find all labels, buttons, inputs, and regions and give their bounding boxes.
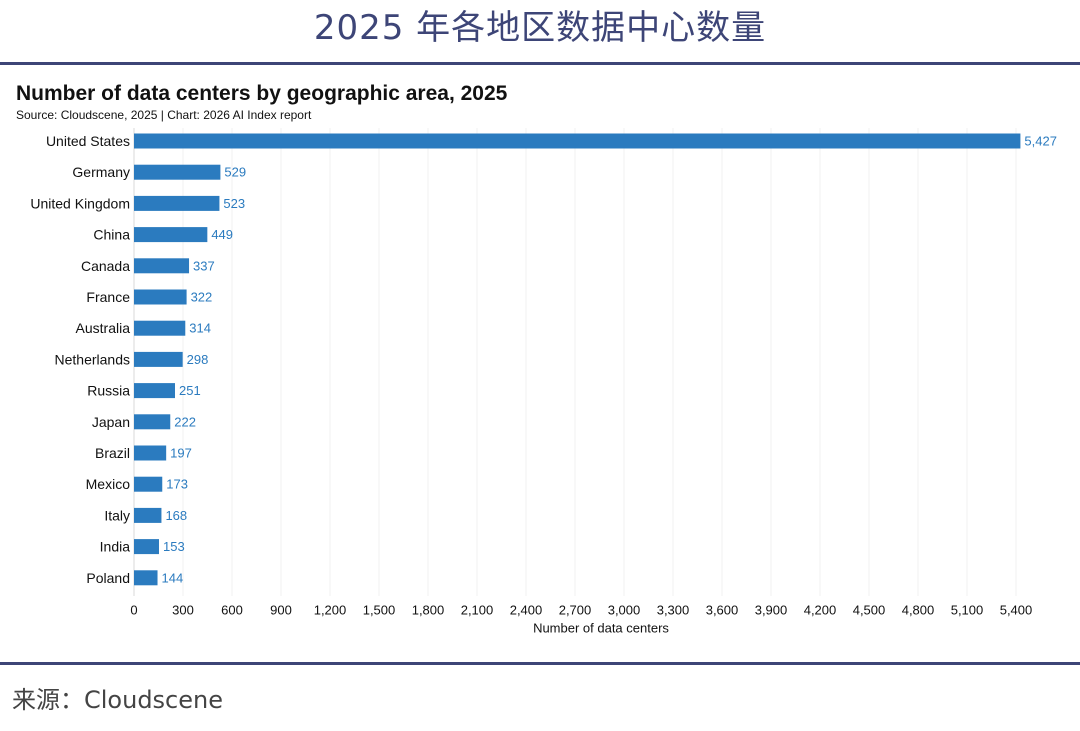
x-tick-label: 600 — [221, 603, 243, 618]
x-tick-label: 4,200 — [804, 603, 837, 618]
value-label: 168 — [165, 508, 187, 523]
value-label: 251 — [179, 383, 201, 398]
bar — [134, 476, 163, 492]
bar — [134, 227, 208, 243]
bar — [134, 539, 159, 555]
x-tick-label: 2,700 — [559, 603, 592, 618]
bar — [134, 320, 186, 336]
x-tick-label: 3,600 — [706, 603, 739, 618]
bar — [134, 445, 167, 461]
bar — [134, 351, 183, 367]
category-label: Germany — [72, 164, 130, 180]
bar — [134, 195, 220, 211]
category-label: United States — [46, 133, 130, 149]
x-tick-label: 3,900 — [755, 603, 788, 618]
x-tick-label: 2,400 — [510, 603, 543, 618]
x-tick-label: 5,100 — [951, 603, 984, 618]
value-label: 222 — [174, 414, 196, 429]
category-label: Italy — [104, 507, 130, 523]
x-tick-label: 1,800 — [412, 603, 445, 618]
category-label: Canada — [81, 258, 130, 274]
chart-source: Source: Cloudscene, 2025 | Chart: 2026 A… — [16, 108, 312, 122]
category-label: United Kingdom — [30, 195, 130, 211]
x-tick-label: 0 — [130, 603, 137, 618]
chart-title: Number of data centers by geographic are… — [16, 82, 508, 105]
x-tick-label: 3,000 — [608, 603, 641, 618]
bar — [134, 414, 171, 430]
x-tick-label: 300 — [172, 603, 194, 618]
category-label: Netherlands — [55, 351, 131, 367]
value-label: 144 — [162, 570, 184, 585]
value-label: 298 — [187, 352, 209, 367]
category-label: Australia — [76, 320, 131, 336]
x-tick-label: 3,300 — [657, 603, 690, 618]
x-axis-title: Number of data centers — [533, 621, 669, 636]
top-divider — [0, 62, 1080, 65]
bar — [134, 507, 162, 523]
x-tick-label: 5,400 — [1000, 603, 1033, 618]
x-tick-label: 2,100 — [461, 603, 494, 618]
value-label: 449 — [211, 227, 233, 242]
category-label: Russia — [87, 383, 130, 399]
x-tick-label: 4,500 — [853, 603, 886, 618]
page-title: 2025 年各地区数据中心数量 — [313, 8, 767, 48]
footer-source: 来源：Cloudscene — [12, 686, 223, 714]
bottom-divider — [0, 662, 1080, 665]
value-label: 173 — [166, 477, 188, 492]
category-label: Poland — [86, 570, 130, 586]
bar — [134, 289, 187, 305]
value-label: 529 — [224, 165, 246, 180]
value-label: 337 — [193, 258, 215, 273]
category-label: France — [86, 289, 130, 305]
bar — [134, 258, 190, 274]
x-tick-label: 4,800 — [902, 603, 935, 618]
bar — [134, 570, 158, 586]
category-label: Mexico — [86, 476, 131, 492]
bar — [134, 383, 175, 399]
category-label: Brazil — [95, 445, 130, 461]
x-tick-label: 900 — [270, 603, 292, 618]
category-label: India — [100, 539, 131, 555]
category-label: Japan — [92, 414, 130, 430]
bar — [134, 164, 221, 180]
x-tick-label: 1,200 — [314, 603, 347, 618]
bar — [134, 133, 1021, 149]
value-label: 322 — [191, 290, 213, 305]
value-label: 314 — [189, 321, 211, 336]
value-label: 523 — [223, 196, 245, 211]
x-tick-label: 1,500 — [363, 603, 396, 618]
category-label: China — [93, 227, 130, 243]
value-label: 5,427 — [1024, 134, 1057, 149]
value-label: 153 — [163, 539, 185, 554]
value-label: 197 — [170, 446, 192, 461]
